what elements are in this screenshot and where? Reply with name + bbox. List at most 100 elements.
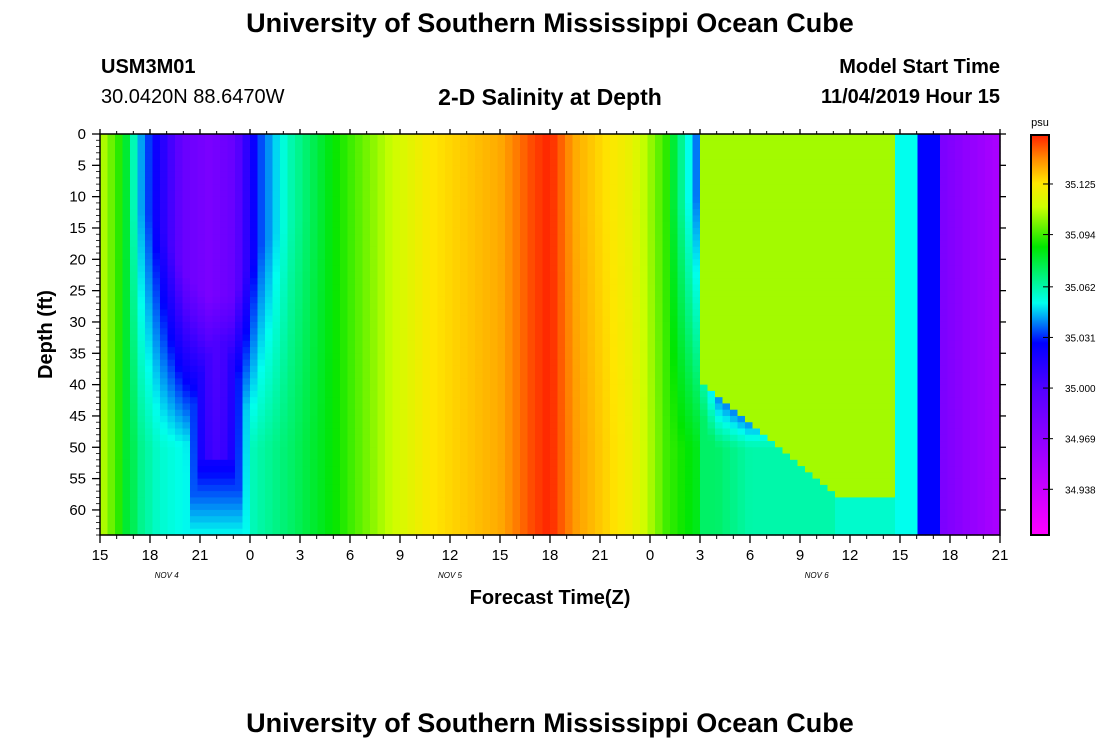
heat-cell	[497, 334, 506, 342]
heat-cell	[212, 134, 221, 141]
heat-cell	[437, 240, 446, 248]
heat-cell	[107, 190, 116, 198]
heat-cell	[602, 303, 611, 311]
heat-cell	[100, 397, 109, 405]
heat-cell	[175, 390, 184, 398]
heat-cell	[250, 397, 259, 405]
heat-cell	[137, 409, 146, 417]
heat-cell	[130, 159, 139, 166]
heat-cell	[610, 459, 619, 467]
heat-cell	[167, 453, 176, 461]
heat-cell	[580, 497, 589, 505]
heat-cell	[557, 484, 566, 492]
heat-cell	[602, 340, 611, 348]
heat-cell	[302, 146, 311, 154]
heat-cell	[377, 503, 386, 511]
heat-cell	[587, 403, 596, 411]
heat-cell	[317, 303, 326, 311]
heat-cell	[587, 428, 596, 436]
heat-cell	[527, 516, 536, 524]
heat-cell	[422, 516, 431, 524]
heat-cell	[572, 171, 581, 179]
heat-cell	[595, 328, 604, 336]
heat-cell	[160, 196, 169, 204]
heat-cell	[160, 321, 169, 329]
heat-cell	[280, 359, 289, 367]
heat-cell	[332, 390, 341, 398]
heat-cell	[482, 134, 491, 141]
heat-cell	[407, 353, 416, 361]
heat-cell	[580, 372, 589, 379]
heat-cell	[160, 315, 169, 323]
heat-cell	[197, 253, 206, 260]
heat-cell	[527, 491, 536, 499]
heat-cell	[475, 428, 484, 436]
heat-cell	[265, 422, 274, 430]
heat-cell	[415, 152, 424, 160]
heat-cell	[625, 484, 634, 492]
heat-cell	[490, 221, 499, 229]
heat-cell	[460, 503, 469, 511]
heat-cell	[602, 284, 611, 292]
heat-cell	[332, 347, 341, 354]
heat-cell	[640, 484, 649, 492]
heat-cell	[370, 428, 379, 436]
heat-cell	[190, 246, 199, 254]
heat-cell	[257, 171, 266, 179]
heat-cell	[670, 372, 679, 379]
heat-cell	[212, 190, 221, 198]
heat-cell	[100, 409, 109, 417]
heat-cell	[572, 397, 581, 405]
heat-cell	[145, 409, 154, 417]
heat-cell	[422, 447, 431, 455]
heat-cell	[445, 522, 454, 530]
heat-cell	[640, 491, 649, 499]
heat-cell	[280, 265, 289, 273]
heat-cell	[565, 309, 574, 317]
heat-cell	[205, 409, 214, 417]
heat-cell	[175, 303, 184, 311]
heat-cell	[460, 215, 469, 223]
heat-cell	[265, 441, 274, 448]
heat-cell	[497, 221, 506, 229]
heat-cell	[205, 353, 214, 361]
heat-cell	[452, 509, 461, 517]
heat-cell	[542, 309, 551, 317]
heat-cell	[535, 184, 544, 191]
heat-cell	[422, 303, 431, 311]
heat-cell	[565, 353, 574, 361]
heat-cell	[482, 397, 491, 405]
heat-cell	[160, 453, 169, 461]
heat-cell	[535, 340, 544, 348]
heat-cell	[677, 522, 686, 530]
heat-cell	[430, 503, 439, 511]
heat-cell	[475, 159, 484, 166]
heat-cell	[467, 278, 476, 285]
heat-cell	[205, 434, 214, 442]
heat-cell	[662, 384, 671, 392]
heat-cell	[377, 497, 386, 505]
heat-cell	[572, 227, 581, 235]
heat-cell	[130, 284, 139, 292]
heat-cell	[535, 221, 544, 229]
heat-cell	[647, 365, 656, 373]
heat-cell	[460, 509, 469, 517]
heat-cell	[490, 372, 499, 379]
heat-cell	[460, 284, 469, 292]
heat-cell	[392, 340, 401, 348]
heat-cell	[557, 284, 566, 292]
heat-cell	[190, 484, 199, 492]
heat-cell	[467, 134, 476, 141]
heat-cell	[265, 415, 274, 423]
heat-cell	[355, 146, 364, 154]
heat-cell	[385, 441, 394, 448]
heat-cell	[167, 296, 176, 304]
heat-cell	[512, 215, 521, 223]
heat-cell	[662, 290, 671, 298]
heat-cell	[542, 146, 551, 154]
heat-cell	[670, 303, 679, 311]
heat-cell	[362, 503, 371, 511]
heat-cell	[310, 340, 319, 348]
heat-cell	[355, 403, 364, 411]
heat-cell	[152, 177, 161, 185]
